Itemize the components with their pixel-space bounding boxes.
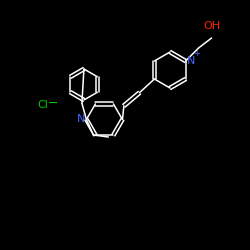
Text: N: N xyxy=(77,114,85,124)
Text: −: − xyxy=(48,96,58,110)
Text: +: + xyxy=(194,50,200,58)
Text: N: N xyxy=(187,56,195,66)
Text: Cl: Cl xyxy=(38,100,48,110)
Text: OH: OH xyxy=(204,21,221,31)
